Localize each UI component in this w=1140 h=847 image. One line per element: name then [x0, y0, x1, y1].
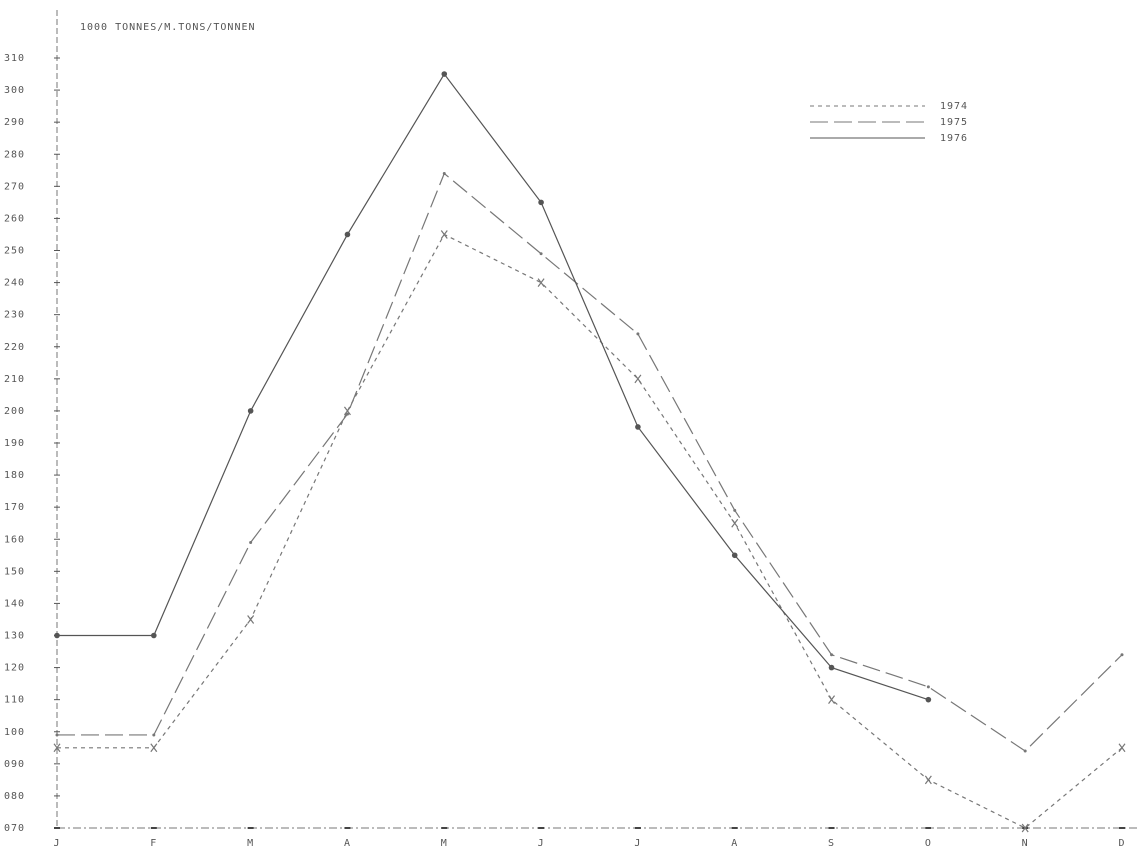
- x-tick-label: D: [1118, 838, 1125, 847]
- marker: [55, 733, 59, 737]
- marker: [731, 518, 739, 528]
- marker: [54, 632, 60, 639]
- y-tick-label: 240: [4, 278, 25, 289]
- marker: [830, 653, 834, 657]
- x-tick-label: S: [828, 838, 835, 847]
- y-tick-label: 180: [4, 470, 25, 481]
- marker: [1118, 743, 1126, 753]
- y-tick-label: 130: [4, 631, 25, 642]
- marker: [1021, 823, 1029, 833]
- y-tick-label: 200: [4, 406, 25, 417]
- marker: [343, 406, 351, 416]
- y-tick-label: 270: [4, 181, 25, 192]
- y-tick-label: 160: [4, 534, 25, 545]
- marker: [247, 408, 254, 414]
- y-tick-label: 300: [4, 85, 25, 96]
- series-line: [57, 72, 929, 701]
- marker: [442, 172, 446, 175]
- series-line: [57, 172, 1123, 752]
- marker: [924, 775, 932, 785]
- marker: [636, 332, 640, 336]
- x-tick-label: J: [53, 838, 60, 847]
- marker: [53, 743, 61, 753]
- marker: [247, 615, 255, 624]
- y-tick-label: 140: [4, 598, 25, 609]
- legend-label: 1974: [940, 101, 968, 112]
- marker: [926, 685, 930, 689]
- marker: [733, 508, 737, 512]
- marker: [345, 412, 349, 416]
- x-tick-label: J: [538, 838, 545, 847]
- marker: [1120, 653, 1124, 657]
- y-tick-label: 120: [4, 663, 25, 674]
- y-tick-label: 190: [4, 438, 25, 449]
- x-tick-label: A: [731, 838, 738, 847]
- y-tick-label: 250: [4, 246, 25, 257]
- chart-title: 1000 TONNES/M.TONS/TONNEN: [80, 22, 256, 33]
- y-tick-label: 090: [4, 759, 25, 770]
- x-tick-label: A: [344, 838, 351, 847]
- x-tick-label: M: [441, 838, 448, 847]
- marker: [731, 552, 738, 559]
- marker: [538, 199, 544, 206]
- marker: [440, 230, 448, 239]
- marker: [925, 696, 932, 703]
- marker: [635, 424, 641, 430]
- marker: [539, 252, 543, 256]
- y-tick-label: 080: [4, 791, 25, 802]
- y-tick-label: 100: [4, 727, 25, 738]
- marker: [150, 743, 158, 753]
- marker: [1023, 749, 1027, 753]
- marker: [634, 374, 642, 384]
- series-line: [57, 233, 1123, 829]
- y-tick-label: 260: [4, 213, 25, 224]
- marker: [537, 278, 545, 287]
- marker: [151, 632, 157, 639]
- y-tick-label: 070: [4, 823, 25, 834]
- y-tick-label: 150: [4, 566, 25, 577]
- marker: [441, 71, 448, 77]
- x-tick-label: M: [247, 838, 254, 847]
- marker: [828, 695, 836, 705]
- marker: [249, 540, 253, 544]
- y-tick-label: 170: [4, 502, 25, 513]
- marker: [152, 733, 156, 737]
- y-tick-label: 280: [4, 149, 25, 160]
- marker: [344, 231, 351, 238]
- x-tick-label: N: [1022, 838, 1029, 847]
- y-tick-label: 310: [4, 53, 25, 64]
- x-tick-label: J: [634, 838, 641, 847]
- x-tick-label: O: [925, 838, 932, 847]
- legend-label: 1975: [940, 117, 968, 128]
- y-tick-label: 210: [4, 374, 25, 385]
- y-tick-label: 110: [4, 695, 25, 706]
- y-tick-label: 230: [4, 310, 25, 321]
- y-tick-label: 220: [4, 342, 25, 353]
- y-tick-label: 290: [4, 117, 25, 128]
- x-tick-label: F: [150, 838, 157, 847]
- marker: [828, 664, 835, 671]
- legend-label: 1976: [940, 133, 968, 144]
